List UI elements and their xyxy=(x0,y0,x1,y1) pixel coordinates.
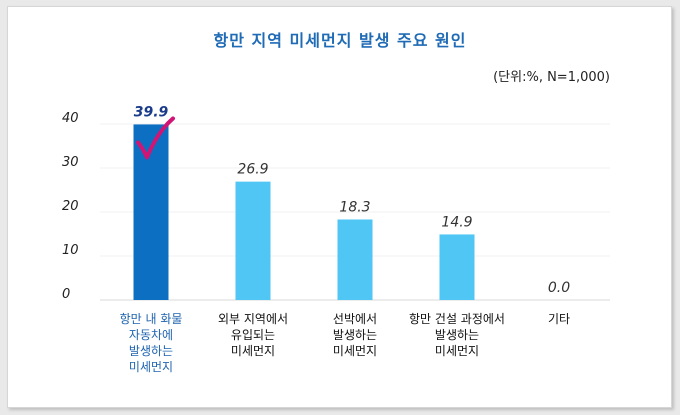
bar xyxy=(439,234,475,300)
bar xyxy=(337,219,373,300)
value-label: 14.9 xyxy=(441,214,472,230)
y-tick-label: 40 xyxy=(62,111,79,126)
y-tick-label: 0 xyxy=(62,287,70,302)
chart-title: 항만 지역 미세먼지 발생 주요 원인 xyxy=(213,31,467,50)
y-tick-label: 30 xyxy=(62,155,79,170)
category-label: 항만 내 화물 자동차에 발생하는 미세먼지 xyxy=(119,312,183,374)
category-label: 외부 지역에서 유입되는 미세먼지 xyxy=(217,312,289,358)
category-label: 기타 xyxy=(547,312,571,326)
checkmark-icon xyxy=(136,116,175,160)
value-label: 18.3 xyxy=(339,199,370,215)
value-label: 0.0 xyxy=(548,280,570,296)
unit-note: (단위:%, N=1,000) xyxy=(493,70,610,85)
category-label: 선박에서 발생하는 미세먼지 xyxy=(332,312,378,358)
y-tick-label: 10 xyxy=(62,243,79,258)
bar xyxy=(133,124,169,300)
bar xyxy=(235,181,271,300)
y-tick-label: 20 xyxy=(62,199,79,214)
chart-frame xyxy=(7,6,672,408)
category-label: 항만 건설 과정에서 발생하는 미세먼지 xyxy=(409,312,505,358)
value-label: 26.9 xyxy=(237,162,268,178)
value-label: 39.9 xyxy=(134,104,169,120)
